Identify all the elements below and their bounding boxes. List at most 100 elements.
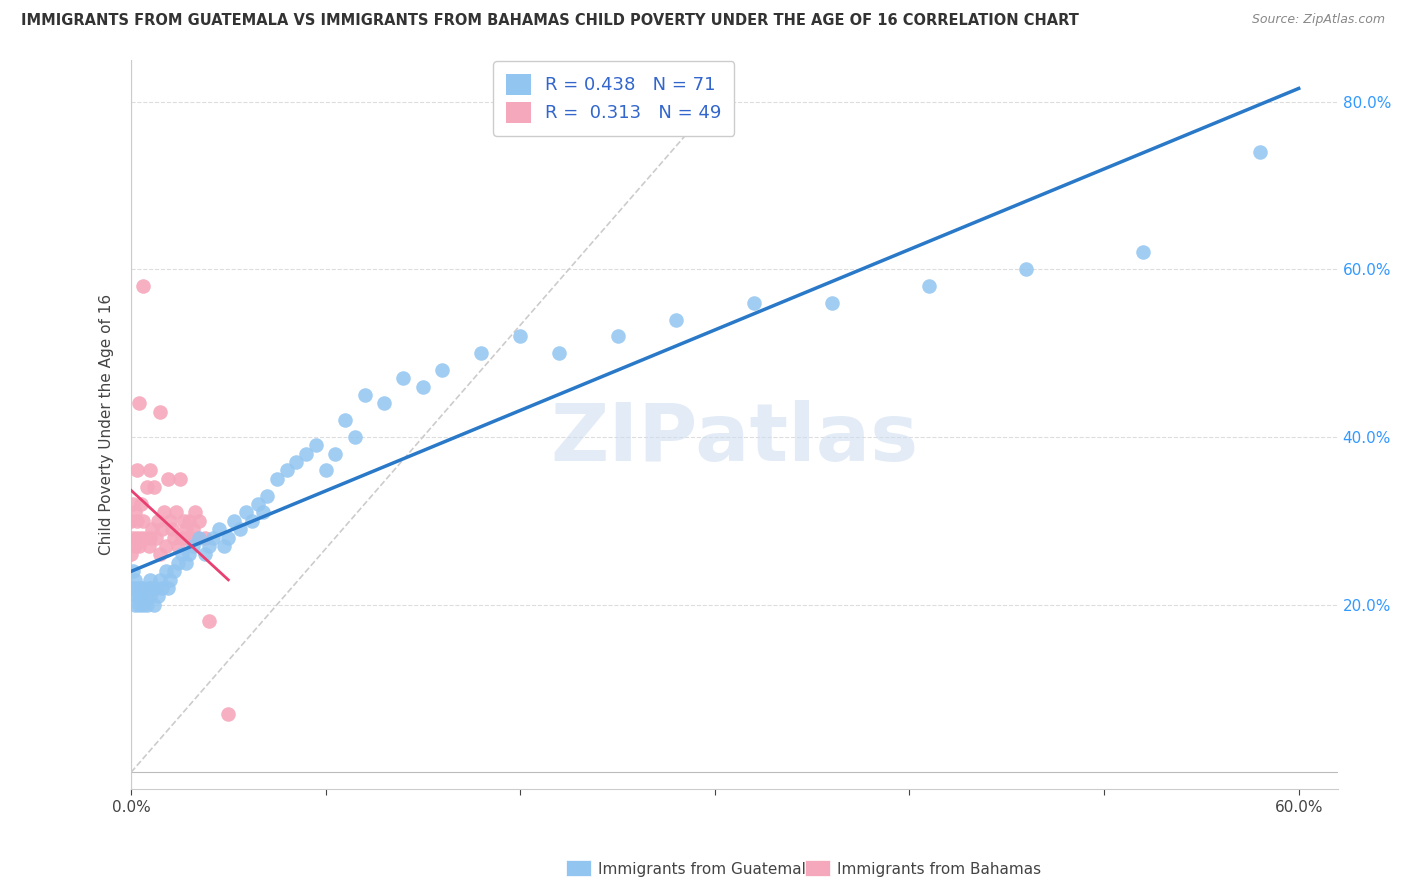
Point — [160, 522, 183, 536]
Point — [412, 379, 434, 393]
Point — [373, 396, 395, 410]
Point — [276, 463, 298, 477]
Point — [122, 497, 145, 511]
Point — [820, 295, 842, 310]
Point — [153, 505, 176, 519]
Text: ZIPatlas: ZIPatlas — [550, 400, 918, 478]
Point — [125, 581, 148, 595]
Point — [170, 547, 193, 561]
Point — [138, 539, 160, 553]
Point — [198, 539, 221, 553]
Point — [138, 581, 160, 595]
Point — [166, 556, 188, 570]
Point — [266, 472, 288, 486]
Point — [181, 522, 204, 536]
Legend: R = 0.438   N = 71, R =  0.313   N = 49: R = 0.438 N = 71, R = 0.313 N = 49 — [494, 62, 734, 136]
Point — [194, 531, 217, 545]
Text: IMMIGRANTS FROM GUATEMALA VS IMMIGRANTS FROM BAHAMAS CHILD POVERTY UNDER THE AGE: IMMIGRANTS FROM GUATEMALA VS IMMIGRANTS … — [21, 13, 1078, 29]
Point — [246, 497, 269, 511]
Point — [509, 329, 531, 343]
Point — [173, 514, 195, 528]
Point — [229, 522, 252, 536]
Point — [606, 329, 628, 343]
Point — [180, 531, 202, 545]
Point — [176, 531, 198, 545]
Point — [918, 279, 941, 293]
Point — [131, 514, 153, 528]
Point — [325, 447, 347, 461]
Point — [1132, 245, 1154, 260]
Point — [139, 573, 162, 587]
Point — [149, 573, 172, 587]
Point — [184, 505, 207, 519]
Point — [122, 564, 145, 578]
Point — [353, 388, 375, 402]
Point — [392, 371, 415, 385]
Point — [240, 514, 263, 528]
Point — [143, 480, 166, 494]
Point — [159, 514, 181, 528]
Point — [148, 514, 170, 528]
Point — [134, 589, 156, 603]
Point — [174, 522, 197, 536]
Point — [181, 539, 204, 553]
Point — [285, 455, 308, 469]
Point — [124, 598, 146, 612]
Point — [155, 539, 177, 553]
Text: Immigrants from Bahamas: Immigrants from Bahamas — [837, 863, 1040, 877]
Point — [145, 531, 167, 545]
Point — [135, 480, 157, 494]
Point — [131, 279, 153, 293]
Point — [128, 598, 150, 612]
Point — [145, 581, 167, 595]
Point — [188, 531, 211, 545]
Point — [149, 405, 172, 419]
Point — [122, 531, 145, 545]
Point — [207, 522, 229, 536]
Point — [139, 463, 162, 477]
Point — [156, 472, 179, 486]
Point — [256, 489, 278, 503]
Point — [125, 589, 148, 603]
Point — [156, 581, 179, 595]
Y-axis label: Child Poverty Under the Age of 16: Child Poverty Under the Age of 16 — [100, 293, 114, 555]
Point — [129, 589, 152, 603]
Point — [120, 547, 142, 561]
Point — [128, 539, 150, 553]
Point — [150, 522, 173, 536]
Point — [224, 514, 246, 528]
Point — [129, 531, 152, 545]
Point — [165, 505, 187, 519]
Point — [170, 531, 193, 545]
Point — [125, 531, 148, 545]
Point — [129, 497, 152, 511]
Point — [235, 505, 257, 519]
Point — [122, 581, 145, 595]
Point — [128, 589, 150, 603]
Point — [163, 564, 186, 578]
Point — [201, 531, 224, 545]
Point — [194, 547, 217, 561]
Point — [141, 581, 163, 595]
Point — [432, 363, 454, 377]
Point — [188, 514, 211, 528]
Point — [295, 447, 318, 461]
Point — [163, 531, 186, 545]
Point — [548, 346, 571, 360]
Point — [1249, 145, 1271, 159]
Text: Source: ZipAtlas.com: Source: ZipAtlas.com — [1251, 13, 1385, 27]
Point — [315, 463, 337, 477]
Point — [155, 564, 177, 578]
Point — [333, 413, 356, 427]
Point — [169, 472, 191, 486]
Point — [148, 589, 170, 603]
Point — [124, 505, 146, 519]
Point — [125, 463, 148, 477]
Point — [128, 396, 150, 410]
Point — [120, 514, 142, 528]
Point — [252, 505, 274, 519]
Point — [470, 346, 492, 360]
Point — [179, 514, 201, 528]
Point — [125, 514, 148, 528]
Point — [124, 539, 146, 553]
